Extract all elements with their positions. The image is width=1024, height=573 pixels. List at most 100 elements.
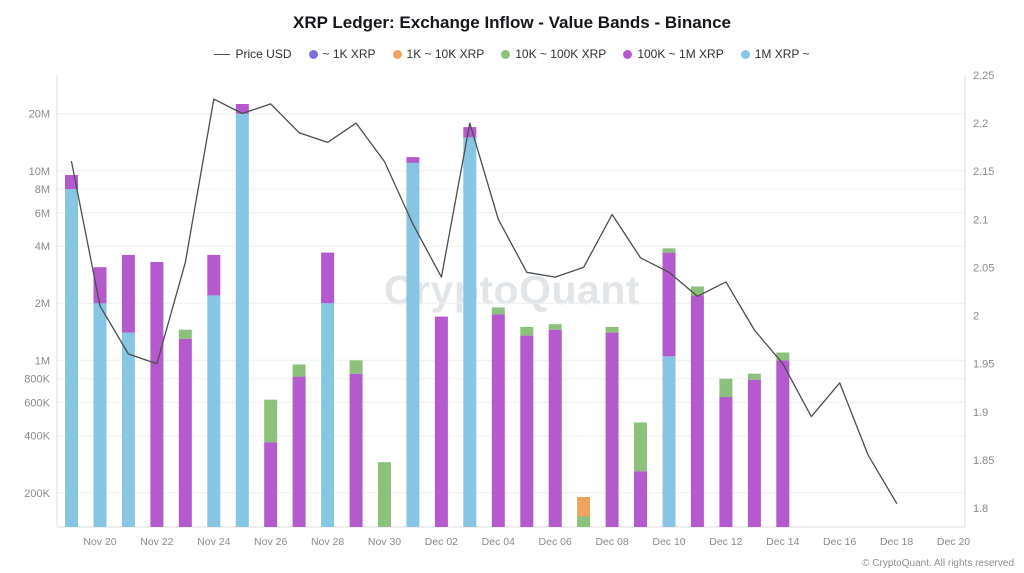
- right-axis-tick-label: 2.2: [973, 118, 988, 130]
- bar-nov-23-100k-1m[interactable]: [178, 338, 192, 527]
- bar-nov-20-100k-1m[interactable]: [93, 267, 107, 304]
- chart-title: XRP Ledger: Exchange Inflow - Value Band…: [292, 13, 731, 32]
- bar-nov-30-10k-100k[interactable]: [378, 462, 391, 527]
- x-axis-tick-label: Dec 02: [425, 536, 458, 548]
- left-axis-tick-label: 20M: [29, 109, 50, 121]
- bar-dec-08-10k-100k[interactable]: [605, 326, 619, 333]
- bar-dec-10-10k-100k[interactable]: [662, 248, 676, 253]
- bar-nov-26-10k-100k[interactable]: [264, 399, 278, 443]
- right-axis-tick-label: 2.25: [973, 70, 994, 82]
- left-axis-tick-label: 6M: [35, 208, 50, 220]
- bar-dec-09-100k-1m[interactable]: [634, 471, 647, 527]
- bar-dec-01-100k-1m[interactable]: [406, 157, 420, 163]
- bar-dec-06-100k-1m[interactable]: [548, 329, 562, 527]
- bar-dec-04-10k-100k[interactable]: [491, 307, 505, 315]
- x-axis-tick-label: Nov 24: [197, 536, 230, 548]
- bar-dec-06-10k-100k[interactable]: [548, 324, 562, 330]
- x-axis-tick-label: Dec 04: [482, 536, 515, 548]
- right-axis-tick-label: 2.15: [973, 166, 994, 178]
- right-axis-tick-label: 1.95: [973, 359, 994, 371]
- legend-dot-icon: [623, 49, 633, 59]
- bar-dec-12-10k-100k[interactable]: [719, 378, 733, 398]
- price-line-sample-icon: [214, 53, 231, 55]
- bar-dec-14-10k-100k[interactable]: [776, 352, 790, 361]
- left-axis-tick-label: 600K: [24, 397, 50, 409]
- left-axis-tick-label: 8M: [35, 184, 50, 196]
- bar-nov-22-100k-1m[interactable]: [150, 262, 164, 527]
- bar-nov-28-1m-plus[interactable]: [321, 303, 335, 527]
- bar-dec-07-1k-10k[interactable]: [577, 497, 591, 517]
- bar-dec-05-100k-1m[interactable]: [520, 335, 534, 527]
- legend-item-1m-xrp[interactable]: 1M XRP ~: [740, 47, 810, 61]
- bar-nov-28-100k-1m[interactable]: [321, 252, 335, 304]
- x-axis-tick-label: Nov 26: [254, 536, 287, 548]
- bar-nov-27-10k-100k[interactable]: [292, 364, 306, 377]
- bar-nov-21-1m-plus[interactable]: [121, 332, 135, 527]
- copyright-note: © CryptoQuant. All rights reserved: [862, 558, 1014, 569]
- bar-dec-03-100k-1m[interactable]: [463, 127, 477, 138]
- legend-label: 100K ~ 1M XRP: [637, 47, 724, 61]
- x-axis-tick-label: Dec 06: [539, 536, 572, 548]
- legend-label: Price USD: [235, 47, 292, 61]
- legend-dot-icon: [308, 49, 318, 59]
- bar-nov-21-100k-1m[interactable]: [121, 254, 135, 333]
- legend-item-10k-100k-xrp[interactable]: 10K ~ 100K XRP: [501, 47, 606, 61]
- x-axis-tick-label: Nov 20: [83, 536, 116, 548]
- bar-dec-07-10k-100k[interactable]: [577, 516, 591, 528]
- bar-nov-19-1m-plus[interactable]: [65, 189, 78, 527]
- bar-nov-27-100k-1m[interactable]: [292, 376, 306, 527]
- left-axis-tick-label: 10M: [29, 166, 50, 178]
- bar-nov-25-1m-plus[interactable]: [235, 113, 249, 527]
- left-axis-tick-label: 4M: [35, 241, 50, 253]
- bar-nov-25-100k-1m[interactable]: [235, 104, 249, 114]
- legend-item-price-usd[interactable]: Price USD: [214, 47, 292, 61]
- right-axis-tick-label: 1.9: [973, 407, 988, 419]
- price-line[interactable]: [70, 98, 898, 504]
- bar-dec-13-100k-1m[interactable]: [747, 379, 761, 527]
- x-axis-tick-label: Nov 28: [311, 536, 344, 548]
- x-axis-tick-label: Dec 14: [766, 536, 799, 548]
- bar-dec-10-1m-plus[interactable]: [662, 356, 676, 527]
- bar-nov-20-1m-plus[interactable]: [93, 303, 107, 527]
- bar-dec-11-100k-1m[interactable]: [690, 295, 704, 527]
- chart-legend: Price USD ~ 1K XRP 1K ~ 10K XRP 10K ~ 100K …: [0, 47, 1024, 61]
- x-axis-tick-label: Dec 12: [709, 536, 742, 548]
- bar-dec-13-10k-100k[interactable]: [747, 373, 761, 380]
- bar-dec-11-10k-100k[interactable]: [690, 286, 704, 296]
- bar-dec-03-1m-plus[interactable]: [463, 137, 477, 527]
- bar-dec-02-100k-1m[interactable]: [434, 316, 448, 527]
- right-axis-tick-label: 2.1: [973, 214, 988, 226]
- bar-nov-23-10k-100k[interactable]: [178, 329, 192, 339]
- legend-item-100k-1m-xrp[interactable]: 100K ~ 1M XRP: [623, 47, 724, 61]
- bar-dec-12-100k-1m[interactable]: [719, 397, 733, 527]
- x-axis-tick-label: Nov 22: [140, 536, 173, 548]
- bar-dec-08-100k-1m[interactable]: [605, 332, 619, 527]
- bar-nov-29-100k-1m[interactable]: [349, 373, 363, 527]
- bar-nov-26-100k-1m[interactable]: [264, 442, 278, 527]
- bar-dec-01-1m-plus[interactable]: [406, 162, 420, 527]
- bar-dec-04-100k-1m[interactable]: [491, 314, 505, 527]
- legend-item-1k-xrp[interactable]: ~ 1K XRP: [308, 47, 376, 61]
- x-axis-tick-label: Dec 18: [880, 536, 913, 548]
- bar-dec-10-100k-1m[interactable]: [662, 252, 676, 357]
- left-axis-tick-label: 800K: [24, 374, 50, 386]
- x-axis-tick-label: Nov 30: [368, 536, 401, 548]
- x-axis-tick-label: Dec 16: [823, 536, 856, 548]
- legend-dot-icon: [392, 49, 402, 59]
- legend-dot-icon: [501, 49, 511, 59]
- bar-dec-05-10k-100k[interactable]: [520, 326, 534, 336]
- bar-nov-24-100k-1m[interactable]: [207, 254, 221, 296]
- left-axis-tick-label: 2M: [35, 298, 50, 310]
- right-axis-tick-label: 2: [973, 311, 979, 323]
- bar-nov-24-1m-plus[interactable]: [207, 295, 221, 527]
- legend-item-1k-10k-xrp[interactable]: 1K ~ 10K XRP: [392, 47, 484, 61]
- bar-nov-29-10k-100k[interactable]: [349, 360, 363, 374]
- bar-dec-14-100k-1m[interactable]: [776, 360, 790, 527]
- bar-dec-09-10k-100k[interactable]: [634, 422, 647, 472]
- x-axis-tick-label: Dec 10: [652, 536, 685, 548]
- x-axis-tick-label: Dec 20: [937, 536, 970, 548]
- cryptoquant-watermark: CryptoQuant: [383, 267, 641, 313]
- legend-label: 10K ~ 100K XRP: [515, 47, 607, 61]
